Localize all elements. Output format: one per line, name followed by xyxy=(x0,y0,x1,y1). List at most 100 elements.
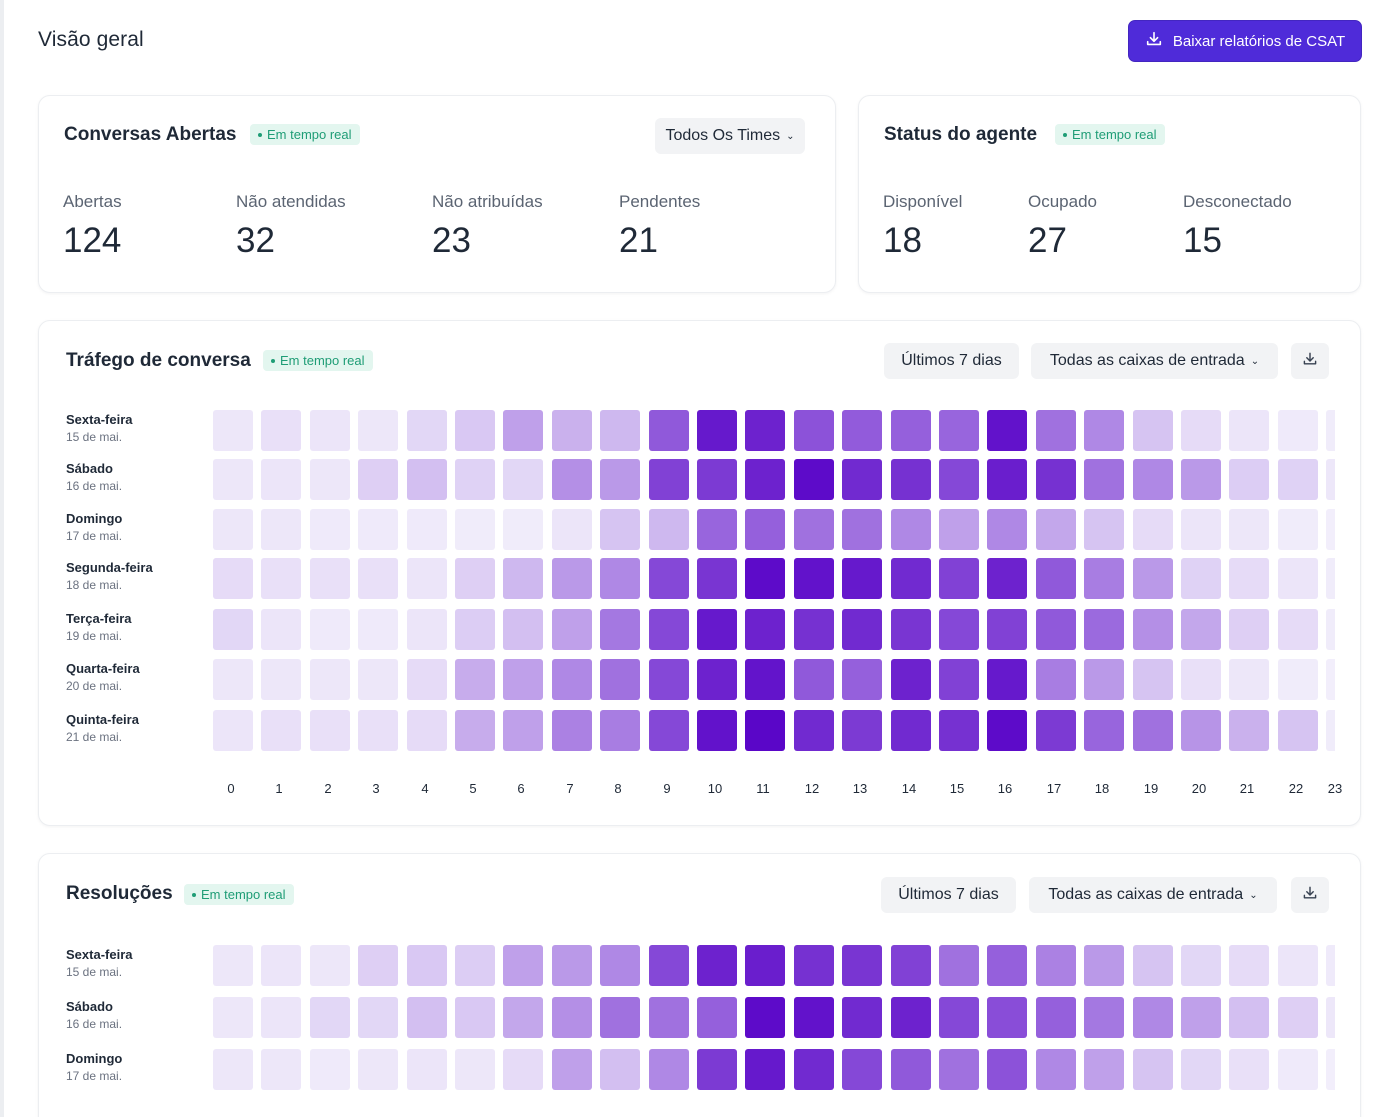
heatmap-cell[interactable] xyxy=(1084,710,1124,751)
heatmap-cell[interactable] xyxy=(1326,710,1335,751)
heatmap-cell[interactable] xyxy=(1181,659,1221,700)
heatmap-cell[interactable] xyxy=(407,945,447,986)
heatmap-cell[interactable] xyxy=(310,945,350,986)
heatmap-cell[interactable] xyxy=(794,459,834,500)
heatmap-cell[interactable] xyxy=(552,710,592,751)
heatmap-cell[interactable] xyxy=(794,558,834,599)
heatmap-cell[interactable] xyxy=(261,558,301,599)
heatmap-cell[interactable] xyxy=(213,1049,253,1090)
heatmap-cell[interactable] xyxy=(745,509,785,550)
heatmap-cell[interactable] xyxy=(891,509,931,550)
heatmap-cell[interactable] xyxy=(745,945,785,986)
heatmap-cell[interactable] xyxy=(552,945,592,986)
heatmap-cell[interactable] xyxy=(407,659,447,700)
heatmap-cell[interactable] xyxy=(1036,710,1076,751)
heatmap-cell[interactable] xyxy=(358,945,398,986)
heatmap-cell[interactable] xyxy=(261,659,301,700)
heatmap-cell[interactable] xyxy=(310,997,350,1038)
heatmap-cell[interactable] xyxy=(939,459,979,500)
heatmap-cell[interactable] xyxy=(939,509,979,550)
heatmap-cell[interactable] xyxy=(503,509,543,550)
heatmap-cell[interactable] xyxy=(1181,609,1221,650)
heatmap-cell[interactable] xyxy=(1229,459,1269,500)
heatmap-cell[interactable] xyxy=(939,997,979,1038)
heatmap-cell[interactable] xyxy=(842,410,882,451)
heatmap-cell[interactable] xyxy=(1326,945,1335,986)
heatmap-cell[interactable] xyxy=(794,710,834,751)
heatmap-cell[interactable] xyxy=(358,558,398,599)
heatmap-cell[interactable] xyxy=(1181,410,1221,451)
heatmap-cell[interactable] xyxy=(552,609,592,650)
heatmap-cell[interactable] xyxy=(455,1049,495,1090)
heatmap-cell[interactable] xyxy=(939,410,979,451)
heatmap-cell[interactable] xyxy=(987,710,1027,751)
heatmap-cell[interactable] xyxy=(1133,1049,1173,1090)
heatmap-cell[interactable] xyxy=(745,997,785,1038)
heatmap-cell[interactable] xyxy=(891,997,931,1038)
heatmap-cell[interactable] xyxy=(455,945,495,986)
heatmap-cell[interactable] xyxy=(1084,609,1124,650)
heatmap-cell[interactable] xyxy=(1084,410,1124,451)
heatmap-cell[interactable] xyxy=(1133,558,1173,599)
heatmap-cell[interactable] xyxy=(987,509,1027,550)
heatmap-cell[interactable] xyxy=(939,659,979,700)
heatmap-cell[interactable] xyxy=(261,997,301,1038)
heatmap-cell[interactable] xyxy=(455,659,495,700)
heatmap-cell[interactable] xyxy=(261,459,301,500)
heatmap-cell[interactable] xyxy=(649,945,689,986)
heatmap-cell[interactable] xyxy=(310,609,350,650)
heatmap-cell[interactable] xyxy=(407,410,447,451)
heatmap-cell[interactable] xyxy=(213,710,253,751)
heatmap-cell[interactable] xyxy=(1084,1049,1124,1090)
heatmap-cell[interactable] xyxy=(1278,710,1318,751)
heatmap-cell[interactable] xyxy=(310,710,350,751)
heatmap-cell[interactable] xyxy=(842,1049,882,1090)
heatmap-cell[interactable] xyxy=(261,509,301,550)
heatmap-cell[interactable] xyxy=(649,997,689,1038)
heatmap-cell[interactable] xyxy=(213,997,253,1038)
heatmap-cell[interactable] xyxy=(1278,410,1318,451)
heatmap-cell[interactable] xyxy=(697,659,737,700)
heatmap-cell[interactable] xyxy=(987,459,1027,500)
heatmap-cell[interactable] xyxy=(842,609,882,650)
heatmap-cell[interactable] xyxy=(261,945,301,986)
heatmap-cell[interactable] xyxy=(213,459,253,500)
heatmap-cell[interactable] xyxy=(407,459,447,500)
heatmap-cell[interactable] xyxy=(1229,410,1269,451)
heatmap-cell[interactable] xyxy=(600,997,640,1038)
heatmap-cell[interactable] xyxy=(794,509,834,550)
heatmap-cell[interactable] xyxy=(310,558,350,599)
heatmap-cell[interactable] xyxy=(600,410,640,451)
heatmap-cell[interactable] xyxy=(503,459,543,500)
heatmap-cell[interactable] xyxy=(1326,609,1335,650)
heatmap-cell[interactable] xyxy=(552,997,592,1038)
heatmap-cell[interactable] xyxy=(1133,945,1173,986)
heatmap-cell[interactable] xyxy=(455,997,495,1038)
heatmap-cell[interactable] xyxy=(310,410,350,451)
heatmap-cell[interactable] xyxy=(891,410,931,451)
heatmap-cell[interactable] xyxy=(891,609,931,650)
heatmap-cell[interactable] xyxy=(1326,459,1335,500)
heatmap-cell[interactable] xyxy=(1229,1049,1269,1090)
resolutions-inbox-filter[interactable]: Todas as caixas de entrada ⌄ xyxy=(1029,877,1277,913)
heatmap-cell[interactable] xyxy=(1181,997,1221,1038)
heatmap-cell[interactable] xyxy=(649,659,689,700)
heatmap-cell[interactable] xyxy=(1133,459,1173,500)
heatmap-cell[interactable] xyxy=(745,558,785,599)
traffic-download-button[interactable] xyxy=(1291,343,1329,379)
heatmap-cell[interactable] xyxy=(213,945,253,986)
heatmap-cell[interactable] xyxy=(939,710,979,751)
heatmap-cell[interactable] xyxy=(649,558,689,599)
heatmap-cell[interactable] xyxy=(1278,459,1318,500)
heatmap-cell[interactable] xyxy=(794,659,834,700)
heatmap-cell[interactable] xyxy=(1278,659,1318,700)
heatmap-cell[interactable] xyxy=(552,459,592,500)
heatmap-cell[interactable] xyxy=(358,997,398,1038)
heatmap-cell[interactable] xyxy=(600,609,640,650)
heatmap-cell[interactable] xyxy=(358,509,398,550)
heatmap-cell[interactable] xyxy=(552,558,592,599)
heatmap-cell[interactable] xyxy=(745,410,785,451)
heatmap-cell[interactable] xyxy=(842,558,882,599)
heatmap-cell[interactable] xyxy=(503,710,543,751)
heatmap-cell[interactable] xyxy=(891,710,931,751)
